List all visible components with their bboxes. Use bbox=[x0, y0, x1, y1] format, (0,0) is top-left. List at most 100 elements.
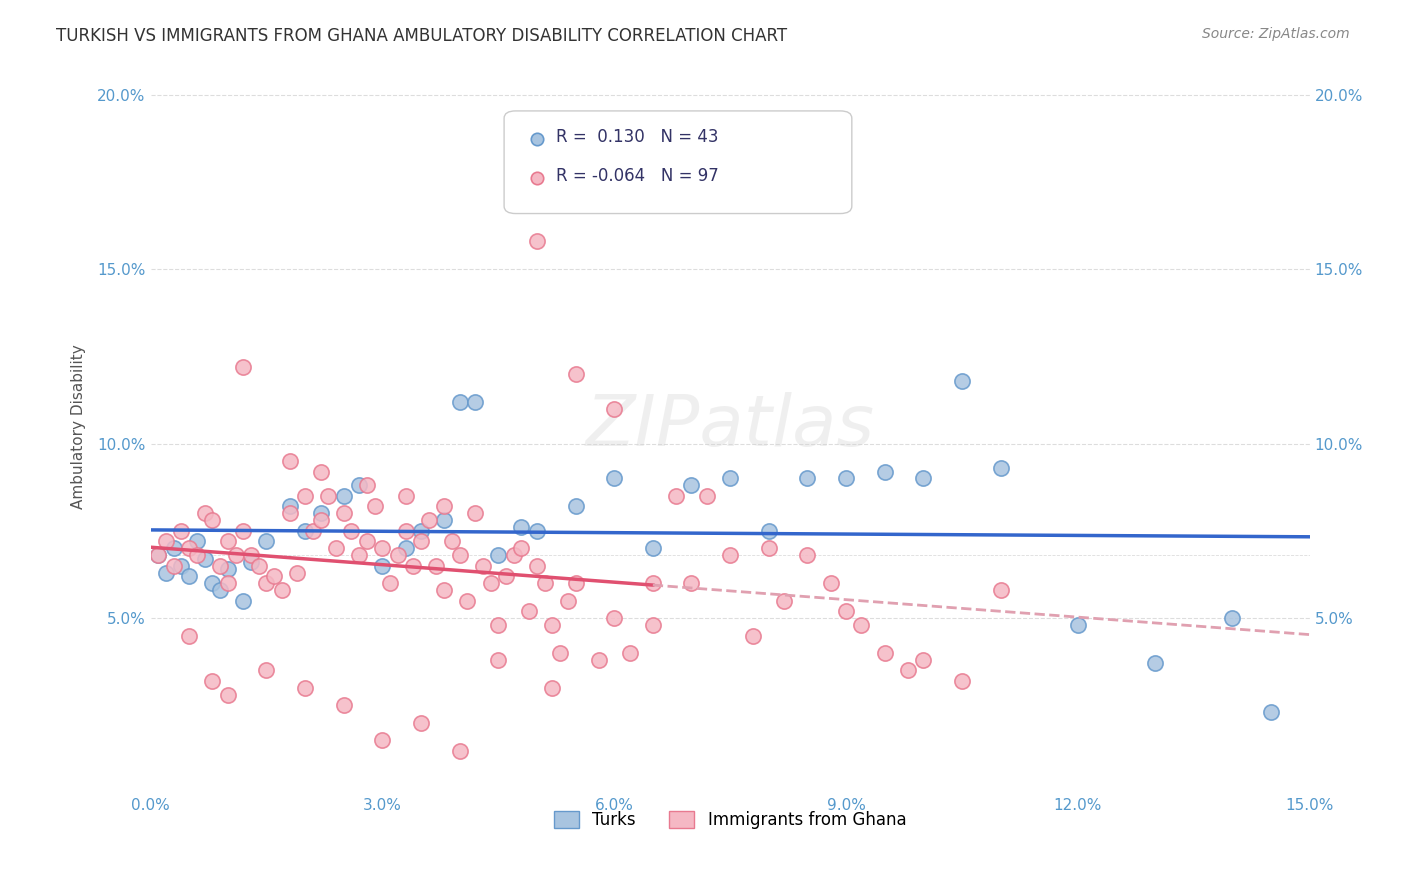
Y-axis label: Ambulatory Disability: Ambulatory Disability bbox=[72, 343, 86, 508]
Point bbox=[371, 541, 394, 556]
Point bbox=[371, 733, 394, 747]
Point bbox=[217, 688, 239, 702]
Point bbox=[820, 576, 842, 591]
Point bbox=[533, 576, 555, 591]
Point bbox=[758, 541, 780, 556]
Point bbox=[449, 744, 471, 758]
Point bbox=[502, 549, 524, 563]
Point bbox=[510, 520, 533, 534]
Point bbox=[449, 549, 471, 563]
Point bbox=[356, 534, 378, 549]
Point bbox=[256, 576, 278, 591]
Point bbox=[225, 549, 247, 563]
Point bbox=[356, 478, 378, 492]
Point bbox=[186, 534, 208, 549]
Point bbox=[950, 673, 973, 688]
Point bbox=[758, 524, 780, 538]
Point bbox=[232, 593, 254, 607]
Point bbox=[271, 583, 294, 598]
Point bbox=[155, 566, 177, 580]
Point bbox=[486, 618, 509, 632]
Point bbox=[510, 541, 533, 556]
Point bbox=[449, 394, 471, 409]
Point bbox=[681, 478, 703, 492]
Point bbox=[835, 604, 858, 618]
Point bbox=[309, 513, 332, 527]
Point bbox=[433, 513, 456, 527]
Point bbox=[603, 611, 626, 625]
Point bbox=[718, 549, 741, 563]
Point bbox=[773, 593, 796, 607]
Point bbox=[796, 471, 818, 485]
Point bbox=[541, 618, 564, 632]
Point bbox=[325, 541, 347, 556]
Point bbox=[394, 489, 416, 503]
Point bbox=[278, 507, 301, 521]
Point bbox=[309, 465, 332, 479]
Point bbox=[495, 569, 517, 583]
Point bbox=[217, 576, 239, 591]
Point bbox=[217, 562, 239, 576]
Point bbox=[409, 715, 432, 730]
FancyBboxPatch shape bbox=[505, 111, 852, 213]
Point bbox=[433, 583, 456, 598]
Point bbox=[232, 359, 254, 374]
Text: TURKISH VS IMMIGRANTS FROM GHANA AMBULATORY DISABILITY CORRELATION CHART: TURKISH VS IMMIGRANTS FROM GHANA AMBULAT… bbox=[56, 27, 787, 45]
Point bbox=[163, 558, 186, 573]
Point bbox=[371, 558, 394, 573]
Point bbox=[179, 541, 201, 556]
Point bbox=[897, 664, 920, 678]
Point bbox=[347, 478, 370, 492]
Point bbox=[665, 489, 688, 503]
Point bbox=[256, 534, 278, 549]
Point bbox=[363, 500, 385, 514]
Point bbox=[718, 471, 741, 485]
Point bbox=[796, 549, 818, 563]
Point bbox=[332, 507, 354, 521]
Point bbox=[201, 576, 224, 591]
Point bbox=[912, 653, 935, 667]
Point bbox=[387, 549, 409, 563]
Point bbox=[603, 401, 626, 416]
Point bbox=[263, 569, 285, 583]
Point bbox=[433, 500, 456, 514]
Point bbox=[332, 489, 354, 503]
Point bbox=[479, 576, 502, 591]
Point bbox=[440, 534, 463, 549]
Point bbox=[603, 471, 626, 485]
Point bbox=[950, 374, 973, 388]
Point bbox=[394, 541, 416, 556]
Point bbox=[163, 541, 186, 556]
Point bbox=[148, 549, 170, 563]
Point bbox=[179, 629, 201, 643]
Point bbox=[564, 576, 586, 591]
Point bbox=[294, 489, 316, 503]
Point bbox=[564, 367, 586, 381]
Point bbox=[278, 454, 301, 468]
Point bbox=[409, 534, 432, 549]
Point bbox=[557, 593, 579, 607]
Point bbox=[564, 500, 586, 514]
Point bbox=[240, 549, 263, 563]
Point bbox=[1067, 618, 1090, 632]
Point bbox=[340, 524, 363, 538]
Point bbox=[486, 653, 509, 667]
Point bbox=[201, 513, 224, 527]
Point bbox=[194, 551, 217, 566]
Point bbox=[517, 604, 540, 618]
Point bbox=[464, 394, 486, 409]
Point bbox=[464, 507, 486, 521]
Point bbox=[742, 629, 765, 643]
Point bbox=[294, 681, 316, 695]
Point bbox=[641, 541, 664, 556]
Legend: Turks, Immigrants from Ghana: Turks, Immigrants from Ghana bbox=[547, 804, 912, 836]
Point bbox=[232, 524, 254, 538]
Point bbox=[409, 524, 432, 538]
Point bbox=[418, 513, 440, 527]
Point bbox=[641, 576, 664, 591]
Point bbox=[425, 558, 447, 573]
Point bbox=[835, 471, 858, 485]
Text: R = -0.064   N = 97: R = -0.064 N = 97 bbox=[557, 167, 718, 186]
Point bbox=[148, 549, 170, 563]
Point bbox=[526, 234, 548, 248]
